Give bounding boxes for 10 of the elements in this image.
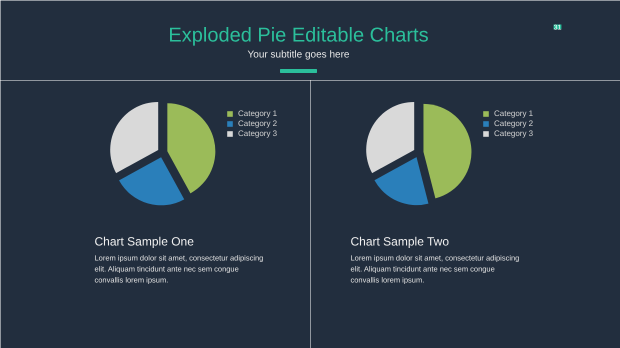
- text: Chart Sample One: [94, 234, 194, 248]
- text: Chart Sample Two: [350, 234, 450, 248]
- legend-label: Category 2: [494, 118, 534, 128]
- legend-label: Category 1: [494, 108, 534, 118]
- text: Your subtitle goes here: [248, 50, 350, 60]
- legend-label: Category 3: [494, 128, 534, 138]
- legend-label: Category 1: [238, 108, 278, 118]
- legend-label: Category 3: [238, 128, 278, 138]
- legend-label: Category 2: [238, 118, 278, 128]
- text: Exploded Pie Editable Charts: [168, 24, 429, 46]
